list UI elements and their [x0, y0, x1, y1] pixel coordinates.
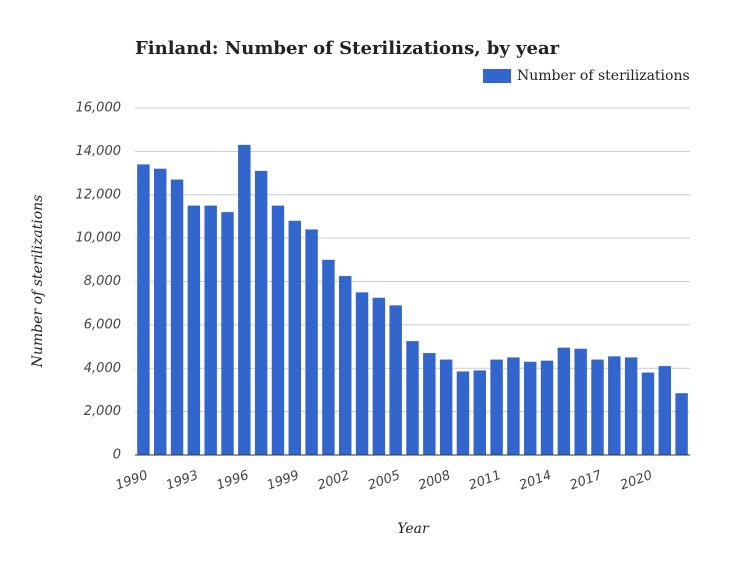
bar — [490, 359, 503, 455]
y-tick-label: 14,000 — [76, 144, 122, 159]
bar — [675, 393, 688, 455]
x-tick-label: 2017 — [568, 468, 605, 494]
x-tick-label: 2020 — [618, 468, 654, 493]
bar — [473, 370, 486, 455]
bar — [137, 164, 150, 455]
x-tick-label: 2008 — [416, 468, 452, 493]
x-tick-label: 1990 — [114, 468, 150, 493]
bar — [322, 259, 335, 455]
bar — [204, 205, 217, 455]
x-tick-label: 1993 — [164, 468, 200, 493]
bar — [456, 371, 470, 455]
x-tick-label: 1999 — [265, 468, 301, 493]
bar — [423, 353, 436, 455]
x-tick-label: 2005 — [366, 468, 402, 493]
bar — [389, 305, 402, 455]
bar — [524, 361, 537, 455]
bar — [406, 341, 419, 455]
bar — [557, 347, 571, 455]
y-tick-label: 4,000 — [84, 361, 121, 376]
bar — [507, 357, 520, 455]
y-tick-label: 2,000 — [84, 404, 121, 419]
bar — [154, 168, 167, 455]
bar — [238, 144, 251, 455]
legend-label: Number of sterilizations — [517, 68, 690, 84]
bar — [624, 357, 638, 455]
y-tick-label: 6,000 — [84, 317, 121, 332]
y-tick-label: 12,000 — [76, 187, 122, 202]
chart-title: Finland: Number of Sterilizations, by ye… — [135, 38, 560, 59]
bar — [641, 372, 655, 455]
bar — [355, 292, 369, 455]
y-axis-title: Number of sterilizations — [30, 195, 46, 369]
bar — [305, 229, 318, 455]
x-tick-label: 2002 — [316, 468, 352, 493]
x-axis-title: Year — [397, 521, 430, 537]
bar — [439, 359, 453, 455]
bar — [254, 170, 268, 456]
bar — [271, 205, 285, 455]
bar — [540, 360, 554, 455]
bar — [574, 348, 587, 455]
bar — [591, 359, 604, 455]
bar — [372, 297, 386, 455]
x-tick-label: 2011 — [467, 468, 503, 493]
legend-swatch — [483, 69, 511, 83]
x-tick-label: 2014 — [517, 468, 553, 493]
bar — [221, 212, 234, 455]
bar — [608, 356, 621, 455]
y-tick-label: 10,000 — [76, 231, 122, 246]
bar — [288, 220, 301, 455]
y-tick-label: 16,000 — [76, 101, 122, 116]
bar — [187, 205, 201, 455]
bar — [170, 179, 184, 455]
x-tick-label: 1996 — [215, 468, 251, 493]
y-tick-label: 0 — [113, 448, 121, 463]
bar — [658, 366, 671, 455]
bar — [339, 276, 352, 455]
y-tick-label: 8,000 — [84, 274, 121, 289]
